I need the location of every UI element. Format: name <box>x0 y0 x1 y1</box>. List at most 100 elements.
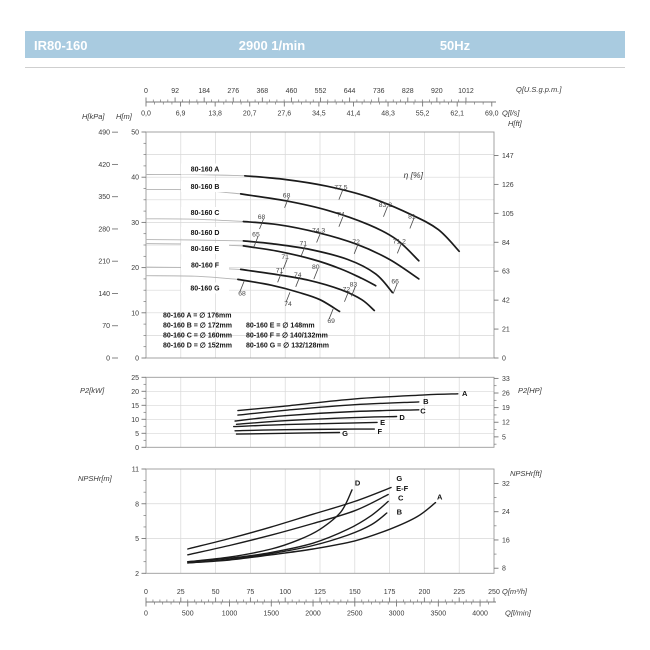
efficiency-tick <box>259 218 264 230</box>
flow-gpm-unit: Q[U.S.g.p.m.] <box>516 85 562 94</box>
curve-name-box: 80-160 G <box>181 282 229 294</box>
efficiency-labels: 68 77,5 83,2 81 68 74 74,3 72 71,2 65 71 71 80 71 74 83… <box>238 185 416 325</box>
npsh-curve-G <box>187 486 392 550</box>
p2-hp-tick-label: 33 <box>502 376 510 383</box>
gpm-tick-label: 0 <box>144 88 148 95</box>
efficiency-value: 74 <box>294 272 302 279</box>
legend-row: 80-160 A = ∅ 176mm <box>163 312 231 320</box>
lmin-tick-label: 500 <box>182 611 194 618</box>
power-kw-unit: P2[kW] <box>80 386 105 395</box>
gpm-tick-label: 460 <box>286 88 298 95</box>
curve-name-bg <box>181 207 229 218</box>
h-kpa-tick-label: 490 <box>98 130 110 137</box>
m3h-tick-label: 0 <box>144 589 148 596</box>
legend-row: 80-160 F = ∅ 140/132mm <box>246 332 328 340</box>
legend-row: 80-160 G = ∅ 132/128mm <box>246 342 329 350</box>
p2-curve-letter: C <box>420 406 426 415</box>
ls-tick-label: 62,1 <box>450 111 464 118</box>
h-ft-tick-label: 63 <box>502 269 510 276</box>
h-kpa-tick-label: 420 <box>98 162 110 169</box>
flow-axis-bottom: 0 25 50 75 100 125 150 175 200 225 2500 500 1000 1500… <box>144 587 532 618</box>
h-ft-tick-label: 0 <box>502 356 506 363</box>
curve-name-bg <box>181 227 229 238</box>
efficiency-tick <box>353 243 359 254</box>
efficiency-value: 68 <box>283 193 291 200</box>
h-m-tick-label: 10 <box>131 310 139 317</box>
p2-hp-tick-label: 26 <box>502 391 510 398</box>
hq-thin-80-160-A <box>145 173 246 177</box>
hq-curve-80-160-E <box>242 245 377 287</box>
curve-name-bg <box>181 181 229 192</box>
ls-tick-label: 34,5 <box>312 111 326 118</box>
efficiency-tick <box>282 259 288 270</box>
efficiency-unit: η [%] <box>404 170 424 180</box>
legend-row: 80-160 E = ∅ 148mm <box>246 322 315 330</box>
npsh-curve-C <box>187 500 389 563</box>
p2-hp-tick-label: 19 <box>502 405 510 412</box>
lmin-tick-label: 1500 <box>263 611 279 618</box>
hq-thin-80-160-D <box>145 239 244 242</box>
npsh-curve-D <box>187 489 353 563</box>
ls-tick-label: 0,0 <box>141 111 151 118</box>
gpm-tick-label: 552 <box>315 88 327 95</box>
m3h-tick-label: 75 <box>247 589 255 596</box>
npsh-m-tick-label: 2 <box>135 571 139 578</box>
hq-plot: 5040302010049042035028021014070014712610… <box>98 119 522 363</box>
p2-curve-F <box>234 428 375 432</box>
curve-name-box: 80-160 E <box>181 243 229 254</box>
m3h-tick-label: 50 <box>212 589 220 596</box>
efficiency-value: 83 <box>350 281 358 288</box>
gpm-tick-label: 736 <box>373 88 385 95</box>
ls-tick-label: 69,0 <box>485 111 499 118</box>
efficiency-value: 81 <box>408 214 416 221</box>
hq-thin-80-160-G <box>145 275 239 280</box>
npsh-ft-tick-label: 8 <box>502 566 506 573</box>
npsh-curve-letter: D <box>355 478 361 487</box>
p2-box <box>145 376 495 448</box>
impeller-legend: 80-160 A = ∅ 176mm 80-160 B = ∅ 172mm 80-1… <box>163 312 329 350</box>
npsh-ft-tick-label: 24 <box>502 509 510 516</box>
pump-model-label: IR80-160 <box>34 38 88 53</box>
flow-axis-top: 0 92 184 276 368 460 552 644 736 828 920 1012 0,0 6,9… <box>82 85 562 121</box>
gpm-tick-label: 184 <box>198 88 210 95</box>
ls-tick-label: 13,8 <box>208 111 222 118</box>
curve-name-bg <box>181 163 229 175</box>
h-kpa-tick-label: 350 <box>98 194 110 201</box>
curve-name-label: 80-160 C <box>191 210 220 217</box>
h-kpa-tick-label: 210 <box>98 259 110 266</box>
efficiency-value: 69 <box>327 318 335 325</box>
lmin-tick-label: 0 <box>144 611 148 618</box>
flow-ls-unit: Q[l/s] <box>502 109 520 118</box>
efficiency-value: 72 <box>352 239 360 246</box>
efficiency-value: 68 <box>258 214 266 221</box>
hq-curve-80-160-F <box>239 268 376 312</box>
lmin-tick-label: 1000 <box>222 611 238 618</box>
h-kpa-tick-label: 140 <box>98 291 110 298</box>
efficiency-tick <box>284 197 289 208</box>
p2-curve-letter: G <box>342 429 348 438</box>
ls-tick-label: 6,9 <box>176 111 186 118</box>
curve-name-label: 80-160 G <box>190 286 220 293</box>
hq-curve-80-160-G <box>237 278 341 313</box>
flow-lmin-unit: Q[l/min] <box>505 609 532 618</box>
efficiency-value: 74 <box>337 212 345 219</box>
legend-row: 80-160 B = ∅ 172mm <box>163 322 232 330</box>
p2-kw-tick-label: 0 <box>135 445 139 452</box>
h-ft-tick-label: 126 <box>502 182 514 189</box>
npsh-curve-B <box>187 512 388 564</box>
gpm-tick-label: 276 <box>227 88 239 95</box>
p2-curve-D <box>235 415 398 425</box>
ls-tick-label: 27,6 <box>277 111 291 118</box>
efficiency-tick <box>295 276 301 287</box>
lmin-tick-label: 3000 <box>389 611 405 618</box>
efficiency-value: 71 <box>300 241 308 248</box>
npsh-plot: 11 8 5 2 32 24 16 8 A BCE-FG D NPSHr[m] NPSHr[ft] <box>78 467 543 578</box>
m3h-tick-label: 175 <box>384 589 396 596</box>
pump-frequency-label: 50Hz <box>439 38 471 53</box>
gpm-tick-label: 828 <box>402 88 414 95</box>
efficiency-tick <box>300 245 306 256</box>
curve-name-box: 80-160 A <box>181 163 229 175</box>
efficiency-value: 65 <box>252 232 260 239</box>
efficiency-value: 77,5 <box>334 185 347 192</box>
